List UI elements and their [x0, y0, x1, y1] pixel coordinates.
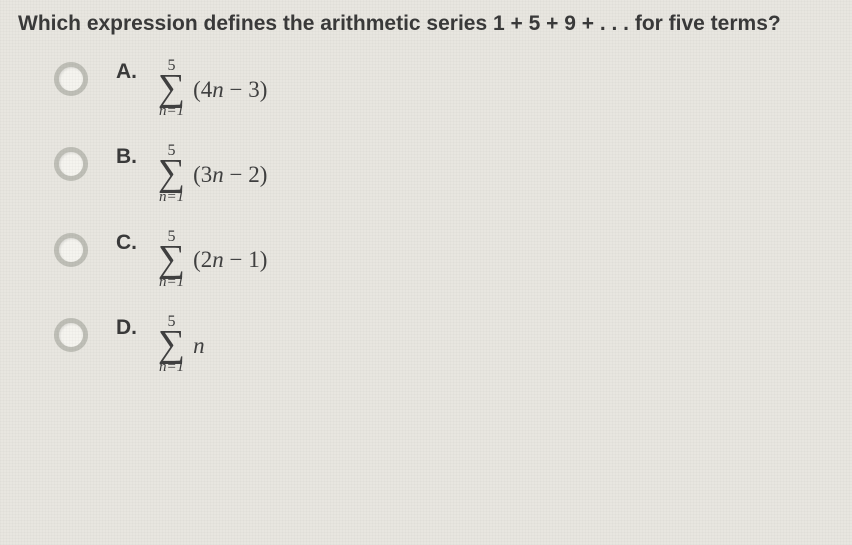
sigma-lower: n=1: [159, 275, 184, 290]
sigma-block: 5 ∑ n=1: [158, 229, 185, 290]
options-list: A. 5 ∑ n=1 (4n − 3) B. 5 ∑ n=1 (3n − 2): [18, 58, 834, 375]
option-body: D. 5 ∑ n=1 n: [116, 314, 205, 375]
option-body: C. 5 ∑ n=1 (2n − 1): [116, 229, 267, 290]
sigma-symbol: ∑: [158, 243, 185, 275]
expression-d: n: [193, 331, 205, 359]
option-a[interactable]: A. 5 ∑ n=1 (4n − 3): [54, 58, 834, 119]
sigma-block: 5 ∑ n=1: [158, 143, 185, 204]
radio-b[interactable]: [54, 147, 88, 181]
expression-b: (3n − 2): [193, 160, 267, 188]
option-label-b: B.: [116, 145, 140, 169]
expression-a: (4n − 3): [193, 75, 267, 103]
sigma-block: 5 ∑ n=1: [158, 58, 185, 119]
option-body: B. 5 ∑ n=1 (3n − 2): [116, 143, 267, 204]
expression-c: (2n − 1): [193, 245, 267, 273]
option-label-d: D.: [116, 316, 140, 340]
formula-c: 5 ∑ n=1 (2n − 1): [158, 229, 267, 290]
option-d[interactable]: D. 5 ∑ n=1 n: [54, 314, 834, 375]
sigma-lower: n=1: [159, 190, 184, 205]
sigma-block: 5 ∑ n=1: [158, 314, 185, 375]
question-text: Which expression defines the arithmetic …: [18, 12, 834, 36]
radio-c[interactable]: [54, 233, 88, 267]
radio-d[interactable]: [54, 318, 88, 352]
radio-a[interactable]: [54, 62, 88, 96]
sigma-lower: n=1: [159, 360, 184, 375]
option-b[interactable]: B. 5 ∑ n=1 (3n − 2): [54, 143, 834, 204]
sigma-symbol: ∑: [158, 72, 185, 104]
formula-d: 5 ∑ n=1 n: [158, 314, 205, 375]
formula-a: 5 ∑ n=1 (4n − 3): [158, 58, 267, 119]
option-label-c: C.: [116, 231, 140, 255]
sigma-symbol: ∑: [158, 328, 185, 360]
formula-b: 5 ∑ n=1 (3n − 2): [158, 143, 267, 204]
option-label-a: A.: [116, 60, 140, 84]
option-body: A. 5 ∑ n=1 (4n − 3): [116, 58, 267, 119]
sigma-lower: n=1: [159, 104, 184, 119]
sigma-symbol: ∑: [158, 157, 185, 189]
option-c[interactable]: C. 5 ∑ n=1 (2n − 1): [54, 229, 834, 290]
